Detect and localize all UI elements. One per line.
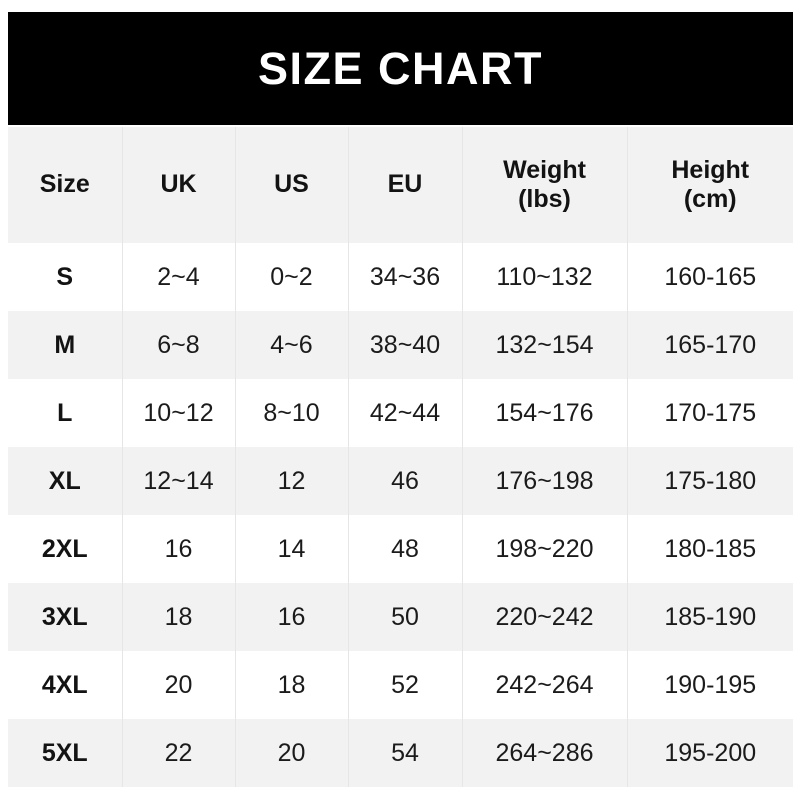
column-header-height-label: Height (671, 155, 750, 184)
column-header-weight-label: Weight (503, 155, 586, 184)
column-header-weight-unit: (lbs) (518, 185, 571, 213)
cell-eu: 42~44 (347, 379, 463, 447)
table-row: 5XL 22 20 54 264~286 195-200 (8, 719, 793, 787)
column-header-size: Size (8, 127, 123, 243)
cell-eu: 34~36 (347, 243, 463, 311)
table-row: XL 12~14 12 46 176~198 175-180 (8, 447, 793, 515)
cell-size: 4XL (8, 651, 123, 719)
column-header-height-unit: (cm) (683, 185, 737, 213)
cell-uk: 10~12 (121, 379, 236, 447)
cell-us: 4~6 (234, 311, 349, 379)
cell-size: L (8, 379, 123, 447)
cell-eu: 46 (347, 447, 463, 515)
cell-eu: 48 (347, 515, 463, 583)
cell-us: 12 (234, 447, 349, 515)
cell-eu: 52 (347, 651, 463, 719)
table-header-row: Size UK US EU Weight (lbs) (8, 127, 793, 243)
table-body: S 2~4 0~2 34~36 110~132 160-165 M 6~8 4~… (8, 243, 793, 787)
cell-size: 5XL (8, 719, 123, 787)
title-banner: SIZE CHART (8, 12, 793, 125)
cell-weight: 242~264 (461, 651, 628, 719)
table-row: S 2~4 0~2 34~36 110~132 160-165 (8, 243, 793, 311)
cell-weight: 132~154 (461, 311, 628, 379)
cell-eu: 38~40 (347, 311, 463, 379)
cell-height: 180-185 (626, 515, 793, 583)
column-header-eu-label: EU (387, 170, 423, 199)
column-header-eu: EU (347, 127, 463, 243)
cell-uk: 22 (121, 719, 236, 787)
cell-us: 18 (234, 651, 349, 719)
table-row: 3XL 18 16 50 220~242 185-190 (8, 583, 793, 651)
cell-us: 20 (234, 719, 349, 787)
cell-height: 190-195 (626, 651, 793, 719)
cell-us: 16 (234, 583, 349, 651)
cell-us: 8~10 (234, 379, 349, 447)
table-row: L 10~12 8~10 42~44 154~176 170-175 (8, 379, 793, 447)
column-header-uk-label: UK (160, 170, 197, 199)
cell-size: S (8, 243, 123, 311)
cell-height: 175-180 (626, 447, 793, 515)
cell-weight: 176~198 (461, 447, 628, 515)
table-head: Size UK US EU Weight (lbs) (8, 127, 793, 243)
cell-eu: 50 (347, 583, 463, 651)
cell-weight: 220~242 (461, 583, 628, 651)
cell-uk: 6~8 (121, 311, 236, 379)
size-table-container: Size UK US EU Weight (lbs) (8, 127, 793, 787)
size-chart-table: Size UK US EU Weight (lbs) (8, 127, 793, 787)
cell-weight: 264~286 (461, 719, 628, 787)
table-row: 4XL 20 18 52 242~264 190-195 (8, 651, 793, 719)
cell-size: XL (8, 447, 123, 515)
cell-uk: 20 (121, 651, 236, 719)
cell-weight: 198~220 (461, 515, 628, 583)
cell-size: M (8, 311, 123, 379)
column-header-us: US (234, 127, 349, 243)
cell-height: 170-175 (626, 379, 793, 447)
column-header-height: Height (cm) (626, 127, 793, 243)
cell-uk: 2~4 (121, 243, 236, 311)
cell-height: 165-170 (626, 311, 793, 379)
cell-us: 0~2 (234, 243, 349, 311)
column-header-size-label: Size (39, 170, 90, 199)
cell-uk: 12~14 (121, 447, 236, 515)
cell-uk: 16 (121, 515, 236, 583)
cell-weight: 110~132 (461, 243, 628, 311)
page-title: SIZE CHART (258, 43, 543, 94)
cell-uk: 18 (121, 583, 236, 651)
cell-weight: 154~176 (461, 379, 628, 447)
column-header-uk: UK (121, 127, 236, 243)
cell-us: 14 (234, 515, 349, 583)
column-header-us-label: US (274, 170, 309, 199)
cell-height: 195-200 (626, 719, 793, 787)
table-row: 2XL 16 14 48 198~220 180-185 (8, 515, 793, 583)
cell-size: 2XL (8, 515, 123, 583)
column-header-weight: Weight (lbs) (461, 127, 628, 243)
cell-size: 3XL (8, 583, 123, 651)
cell-height: 185-190 (626, 583, 793, 651)
cell-eu: 54 (347, 719, 463, 787)
cell-height: 160-165 (626, 243, 793, 311)
table-row: M 6~8 4~6 38~40 132~154 165-170 (8, 311, 793, 379)
